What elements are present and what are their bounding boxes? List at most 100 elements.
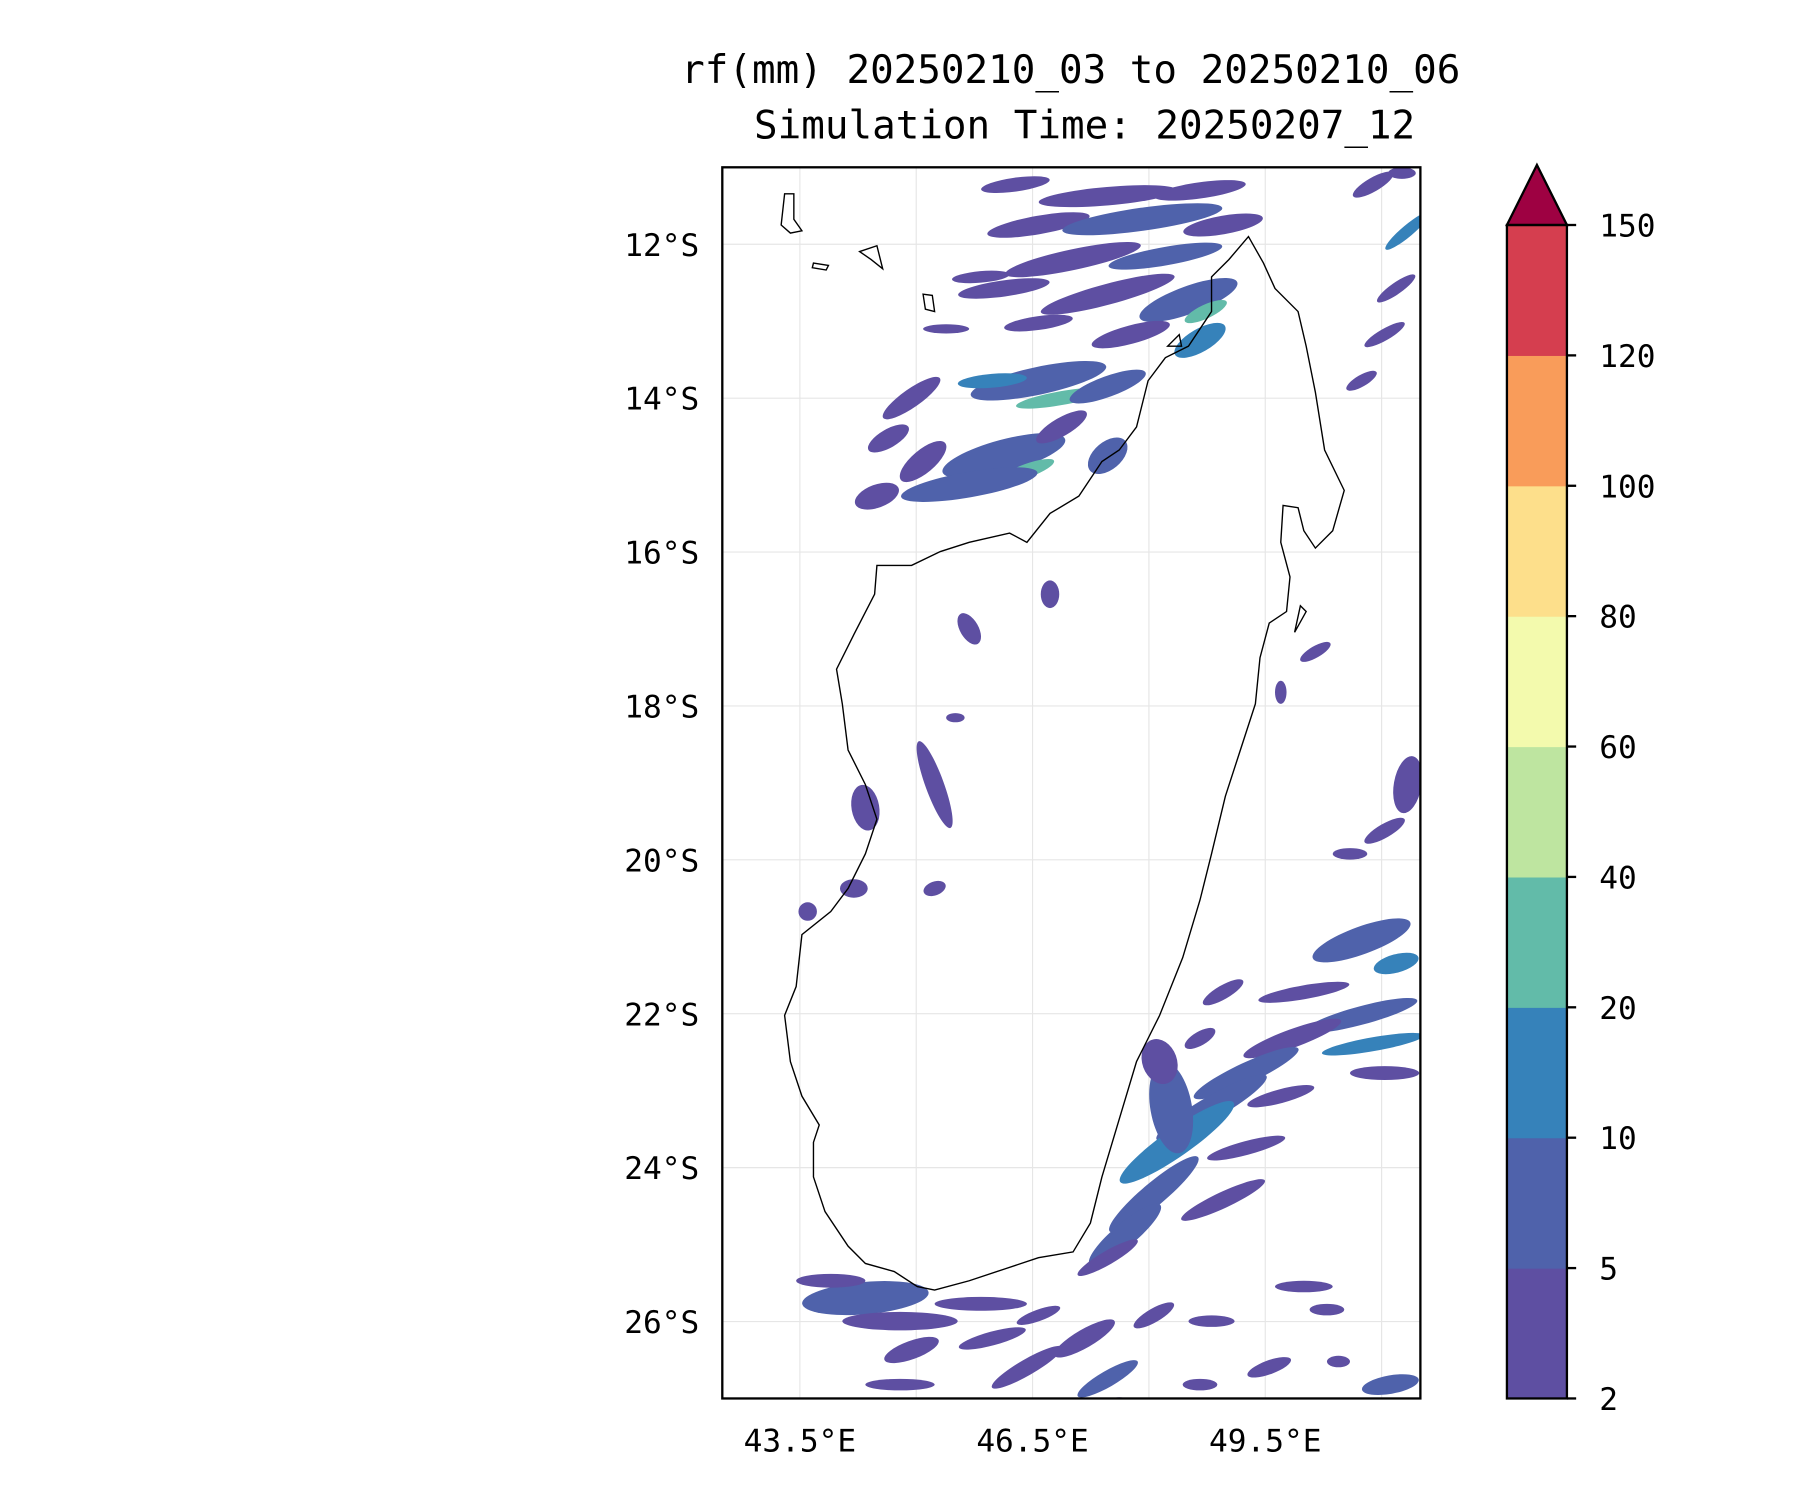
rain-cell	[957, 373, 1027, 389]
rain-cell	[1184, 1027, 1216, 1049]
rain-cell	[1388, 167, 1416, 179]
island-outline	[780, 193, 1308, 633]
rain-cell	[946, 713, 965, 723]
colorbar-tick-label: 5	[1599, 1252, 1618, 1288]
colorbar-tick-label: 150	[1599, 209, 1655, 245]
colorbar-tick-label: 80	[1599, 600, 1637, 636]
lat-tick-label: 16°S	[624, 536, 699, 572]
rain-cell	[867, 424, 909, 453]
rain-cell	[958, 1327, 1026, 1350]
gridlines	[722, 167, 1421, 1399]
rain-cell	[1364, 322, 1405, 348]
rain-cell	[1258, 981, 1350, 1003]
rain-cell	[991, 1345, 1063, 1389]
rain-cell	[1109, 1156, 1199, 1233]
rain-cell	[1038, 185, 1177, 208]
rain-cell	[942, 433, 1066, 479]
rain-cell	[1361, 1374, 1419, 1395]
rain-cell	[796, 1273, 866, 1288]
rain-cell	[1275, 680, 1287, 704]
rain-cell	[1350, 1066, 1420, 1080]
rain-cell	[1091, 320, 1170, 349]
rain-cell	[1321, 1032, 1421, 1056]
rain-cell	[1069, 369, 1146, 404]
colorbar-bin	[1506, 485, 1567, 617]
colorbar-frame	[1505, 223, 1569, 1400]
colorbar-bin	[1506, 1268, 1567, 1400]
rain-cell	[1207, 1135, 1286, 1161]
rain-cell	[1036, 410, 1087, 444]
rain-cell	[1202, 979, 1244, 1006]
colorbar-bin	[1506, 1007, 1567, 1139]
rain-cell	[1174, 322, 1226, 358]
rain-cell	[981, 176, 1050, 193]
lon-tick-label: 49.5°E	[1209, 1424, 1322, 1460]
rain-cell	[1005, 241, 1141, 278]
rain-cell	[1373, 952, 1419, 975]
colorbar-bin	[1506, 876, 1567, 1008]
lat-tick-label: 26°S	[624, 1305, 699, 1341]
rain-cell	[1077, 1360, 1138, 1398]
map-axes-frame	[721, 166, 1422, 1400]
colorbar-bin	[1506, 355, 1567, 487]
colorbar: 2 5 10 20 40 60 80 100 120 150	[1505, 162, 1655, 1418]
rain-cell	[957, 613, 982, 645]
lon-tick-label: 46.5°E	[976, 1424, 1089, 1460]
rain-cell	[882, 376, 941, 420]
rain-cell	[1193, 1046, 1299, 1100]
lon-tick-label: 43.5°E	[744, 1424, 857, 1460]
colorbar-bin	[1506, 1137, 1567, 1269]
rain-cell	[842, 1311, 958, 1331]
rain-cell	[1141, 1039, 1178, 1085]
lat-tick-label: 18°S	[624, 689, 699, 725]
rain-cell	[1364, 817, 1405, 844]
colorbar-bin	[1506, 225, 1567, 356]
rain-cell	[1183, 213, 1263, 237]
rain-cell	[1309, 1303, 1345, 1316]
rain-cell	[1243, 1018, 1342, 1059]
rain-cell	[854, 482, 899, 510]
colorbar-tick-label: 20	[1599, 991, 1637, 1027]
rain-cell	[899, 440, 947, 483]
rain-cell	[865, 1378, 935, 1391]
rain-cell	[1133, 1302, 1175, 1329]
colorbar-tick-label: 60	[1599, 730, 1637, 766]
rain-cell	[1393, 756, 1421, 814]
rain-cell	[958, 278, 1050, 299]
rain-cell	[1352, 171, 1394, 198]
rain-cell	[798, 902, 817, 921]
colorbar-tick-label: 120	[1599, 339, 1655, 375]
rain-cell	[1087, 437, 1128, 475]
rain-cell	[884, 1336, 939, 1364]
chart-title-line1: rf(mm) 20250210_03 to 20250210_06	[681, 48, 1460, 93]
rain-cell	[1108, 242, 1223, 270]
rain-cell	[1312, 918, 1411, 963]
chart-title-line2: Simulation Time: 20250207_12	[754, 103, 1415, 148]
rain-cell	[1385, 211, 1421, 250]
colorbar-bin	[1506, 746, 1567, 878]
latitude-ticks: 12°S 14°S 16°S 18°S 20°S 22°S 24°S 26°S	[624, 228, 699, 1341]
lat-tick-label: 14°S	[624, 382, 699, 418]
rain-cell	[1004, 314, 1073, 332]
rain-cell	[1346, 370, 1377, 391]
lat-tick-label: 22°S	[624, 997, 699, 1033]
rain-cell	[840, 879, 868, 898]
rain-cell	[901, 467, 1038, 502]
rain-cell	[934, 1296, 1027, 1311]
rain-cell	[1040, 273, 1175, 315]
lat-tick-label: 12°S	[624, 228, 699, 264]
colorbar-tick-label: 100	[1599, 469, 1655, 505]
rain-cell	[1300, 641, 1331, 662]
rain-cell	[1016, 1305, 1061, 1325]
rain-cell	[916, 741, 953, 829]
colorbar-extend-arrow	[1505, 162, 1569, 227]
rain-cell	[851, 784, 880, 831]
lat-tick-label: 20°S	[624, 843, 699, 879]
rain-cell	[802, 1281, 929, 1316]
rain-cell	[1139, 277, 1238, 323]
rain-cell	[1149, 1062, 1194, 1154]
rain-cell	[1154, 180, 1246, 201]
colorbar-tick-label: 40	[1599, 860, 1637, 896]
rain-cell	[1182, 1378, 1218, 1391]
